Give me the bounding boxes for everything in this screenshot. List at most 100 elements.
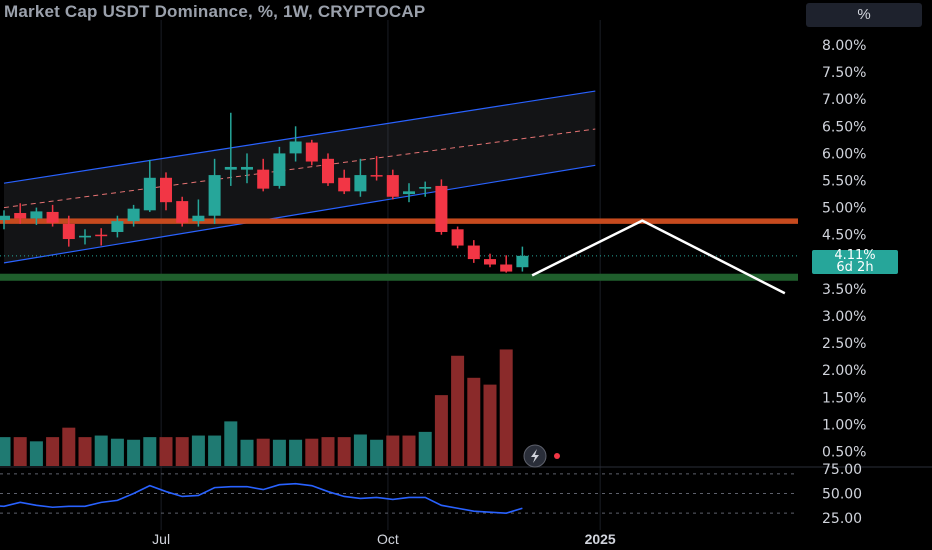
volume-bar <box>224 421 238 466</box>
volume-bar <box>370 439 384 466</box>
rsi-tick-label: 75.00 <box>822 462 862 478</box>
candles <box>0 112 529 273</box>
channel-fill <box>4 91 596 263</box>
volume-bar <box>46 437 60 466</box>
time-axis[interactable]: Jul Oct 2025 <box>152 531 616 547</box>
candle-body <box>241 166 253 170</box>
volume-bar <box>94 435 108 466</box>
volume-bar <box>13 437 27 466</box>
price-tick-label: 6.00% <box>822 146 866 162</box>
candle-body <box>79 235 91 238</box>
candle-body <box>192 215 205 222</box>
percent-unit-button[interactable]: % <box>806 3 922 27</box>
candle-body <box>289 141 302 154</box>
candle-body <box>46 211 59 223</box>
candle-body <box>322 158 334 184</box>
candle-body <box>370 175 383 177</box>
volume-bar <box>110 438 124 466</box>
time-tick-label: 2025 <box>585 531 616 547</box>
candle-body <box>305 142 318 162</box>
candle-body <box>484 259 496 265</box>
volume-bar <box>451 355 465 466</box>
candle-body <box>386 175 399 197</box>
price-tick-label: 3.50% <box>822 282 866 298</box>
volume-bar <box>191 435 205 466</box>
price-tick-label: 8.00% <box>822 38 866 54</box>
volume-bar <box>240 439 254 466</box>
price-tick-label: 6.50% <box>822 119 866 135</box>
candle-body <box>143 177 156 211</box>
volume-bar <box>418 431 432 466</box>
volume-bar <box>0 437 11 466</box>
price-tick-label: 7.50% <box>822 65 866 81</box>
candle-body <box>516 255 529 268</box>
price-tick-label: 2.50% <box>822 336 866 352</box>
volume-bar <box>499 349 513 466</box>
last-price-badge: 4.11% 6d 2h <box>812 248 898 275</box>
rsi-pane <box>0 466 932 514</box>
candle-body <box>160 177 172 203</box>
candle-body <box>62 223 75 240</box>
volume-bar <box>78 437 92 466</box>
candle-body <box>451 229 464 246</box>
volume-bar <box>434 395 448 466</box>
candle-body <box>500 264 513 272</box>
time-tick-label: Oct <box>377 531 399 547</box>
rsi-tick-label: 25.00 <box>822 511 862 527</box>
candle-body <box>224 166 237 170</box>
candle-body <box>338 177 351 192</box>
candle-body <box>403 191 415 195</box>
price-tick-label: 5.50% <box>822 174 866 190</box>
lightning-icon[interactable] <box>523 444 560 468</box>
resistance-zone <box>0 218 798 224</box>
projection-path <box>531 219 786 295</box>
price-tick-label: 3.00% <box>822 309 866 325</box>
volume-bar <box>321 437 335 466</box>
candle-body <box>111 221 124 232</box>
rsi-tick-label: 50.00 <box>822 487 862 503</box>
volume-bar <box>467 377 481 466</box>
price-tick-label: 4.50% <box>822 228 866 244</box>
volume-bar <box>337 437 351 466</box>
channel-lower-line <box>3 164 596 264</box>
volume-bar <box>483 384 497 466</box>
candle-body <box>208 175 221 216</box>
candle-body <box>30 211 43 219</box>
chart-title: Market Cap USDT Dominance, %, 1W, CRYPTO… <box>4 2 426 21</box>
price-tick-label: 1.00% <box>822 417 866 433</box>
volume-bar <box>159 437 173 466</box>
projection-line <box>531 219 786 295</box>
candle-body <box>14 213 27 219</box>
candle-body <box>257 169 270 189</box>
price-axis[interactable]: 8.00% 7.50% 7.00% 6.50% 6.00% 5.50% 5.00% 4.50%… <box>822 38 866 527</box>
support-zone <box>0 273 798 281</box>
candle-body <box>435 185 448 232</box>
candle-body <box>95 234 108 237</box>
volume-bar <box>353 434 367 466</box>
volume-bar <box>29 441 43 466</box>
price-tick-label: 1.50% <box>822 390 866 406</box>
price-tick-label: 2.00% <box>822 363 866 379</box>
volume-bar <box>289 439 303 466</box>
candle-body <box>354 175 367 192</box>
price-tick-label: 7.00% <box>822 92 866 108</box>
candle-body <box>273 153 286 186</box>
volume-bar <box>386 435 400 466</box>
time-tick-label: Jul <box>152 531 170 547</box>
bar-countdown: 6d 2h <box>836 260 874 275</box>
channel-middle-line <box>3 128 596 209</box>
volume-bar <box>208 435 222 466</box>
candle-body <box>127 208 140 222</box>
volume-bar <box>256 438 270 466</box>
candle-body <box>0 215 10 221</box>
volume-bar <box>175 437 189 466</box>
volume-bar <box>127 439 141 466</box>
volume-bar <box>62 427 76 466</box>
horizontal-zones <box>0 218 798 281</box>
candle-body <box>176 201 189 223</box>
volume-bar <box>272 439 286 466</box>
candle-body <box>419 187 432 189</box>
regression-channel <box>3 90 596 264</box>
last-price-value: 4.11% <box>834 248 876 263</box>
